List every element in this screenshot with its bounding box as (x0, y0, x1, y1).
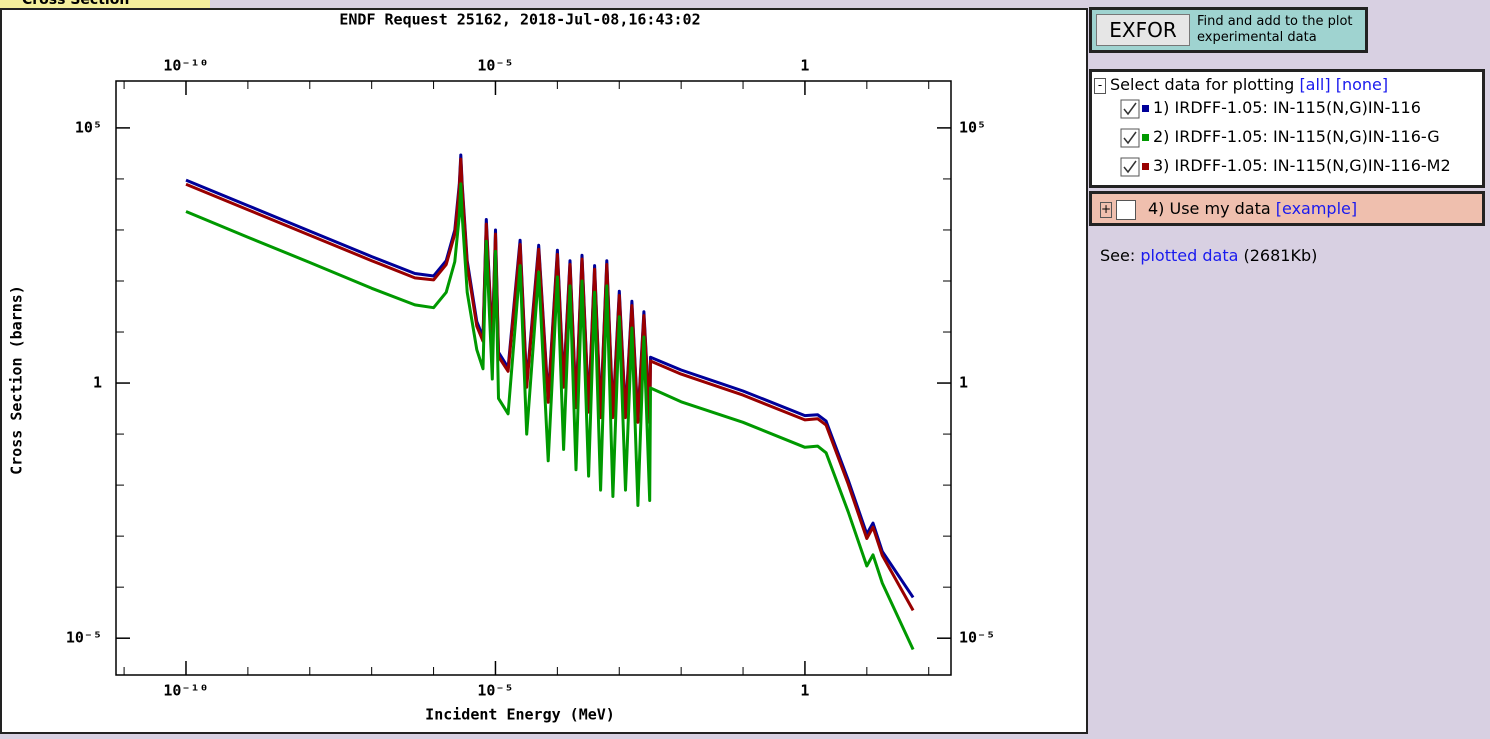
y-tick-label: 10⁵ (959, 118, 986, 136)
legend-swatch (1142, 163, 1149, 170)
y-tick-label: 1 (959, 374, 968, 392)
my-data-label: 4) Use my data (1148, 199, 1271, 218)
legend-item: 3) IRDFF-1.05: IN-115(N,G)IN-116-M2 (1120, 156, 1451, 177)
legend-label: 2) IRDFF-1.05: IN-115(N,G)IN-116-G (1153, 127, 1440, 146)
chart-title: ENDF Request 25162, 2018-Jul-08,16:43:02 (339, 11, 700, 29)
y-tick-label: 1 (93, 374, 102, 392)
y-tick-label: 10⁻⁵ (959, 629, 995, 647)
legend-item: 1) IRDFF-1.05: IN-115(N,G)IN-116 (1120, 98, 1421, 119)
exfor-panel: EXFOR Find and add to the plot experiment… (1089, 7, 1368, 53)
checkmark[interactable] (1123, 160, 1137, 173)
collapse-toggle[interactable]: - (1094, 77, 1106, 94)
x-tick-label: 1 (800, 57, 809, 75)
my-data-panel: +4) Use my data [example] (1089, 191, 1485, 226)
select-all-link[interactable]: [all] (1299, 75, 1331, 94)
expand-toggle[interactable]: + (1100, 201, 1112, 218)
y-axis-label: Cross Section (barns) (8, 285, 26, 475)
checkbox-box[interactable] (1120, 157, 1140, 176)
exfor-text: Find and add to the plot experimental dat… (1197, 14, 1353, 46)
select-label: Select data for plotting (1110, 75, 1295, 94)
x-tick-label: 10⁻¹⁰ (163, 57, 208, 75)
checkbox[interactable] (1116, 199, 1136, 220)
legend-label: 1) IRDFF-1.05: IN-115(N,G)IN-116 (1153, 98, 1421, 117)
plot-frame (115, 80, 952, 676)
x-tick-label: 10⁻⁵ (477, 57, 513, 75)
exfor-text-line: Find and add to the plot (1197, 14, 1353, 29)
y-tick-label: 10⁵ (75, 118, 102, 136)
x-tick-label: 10⁻¹⁰ (163, 682, 208, 700)
checkmark[interactable] (1123, 131, 1137, 144)
tab-label[interactable]: Cross Section (22, 0, 130, 8)
select-header: - Select data for plotting [all] [none] (1094, 75, 1388, 94)
legend-swatch (1142, 105, 1149, 112)
checkbox[interactable] (1120, 99, 1140, 119)
see-line: See: plotted data (2681Kb) (1100, 246, 1317, 265)
my-data-row: +4) Use my data [example] (1100, 199, 1357, 220)
select-none-link[interactable]: [none] (1335, 75, 1389, 94)
checkbox-box[interactable] (1120, 99, 1140, 118)
legend-item: 2) IRDFF-1.05: IN-115(N,G)IN-116-G (1120, 127, 1440, 148)
plotted-data-link[interactable]: plotted data (1140, 246, 1239, 265)
example-link[interactable]: [example] (1275, 199, 1358, 218)
exfor-button[interactable]: EXFOR (1096, 14, 1190, 46)
series-line (185, 182, 915, 651)
select-panel: - Select data for plotting [all] [none] 1… (1089, 69, 1485, 188)
checkbox-box[interactable] (1120, 128, 1140, 147)
checkbox[interactable] (1120, 128, 1140, 148)
chart: ENDF Request 25162, 2018-Jul-08,16:43:02… (0, 8, 1088, 734)
checkbox[interactable] (1120, 157, 1140, 177)
see-label: See: (1100, 246, 1136, 265)
legend-label: 3) IRDFF-1.05: IN-115(N,G)IN-116-M2 (1153, 156, 1451, 175)
exfor-text-line: experimental data (1197, 30, 1317, 45)
y-tick-label: 10⁻⁵ (66, 629, 102, 647)
x-tick-label: 10⁻⁵ (477, 682, 513, 700)
file-size: (2681Kb) (1243, 246, 1318, 265)
legend-swatch (1142, 134, 1149, 141)
checkmark[interactable] (1123, 102, 1137, 115)
x-axis-label: Incident Energy (MeV) (425, 706, 615, 724)
tab[interactable]: Cross Section (0, 0, 210, 8)
x-tick-label: 1 (800, 682, 809, 700)
